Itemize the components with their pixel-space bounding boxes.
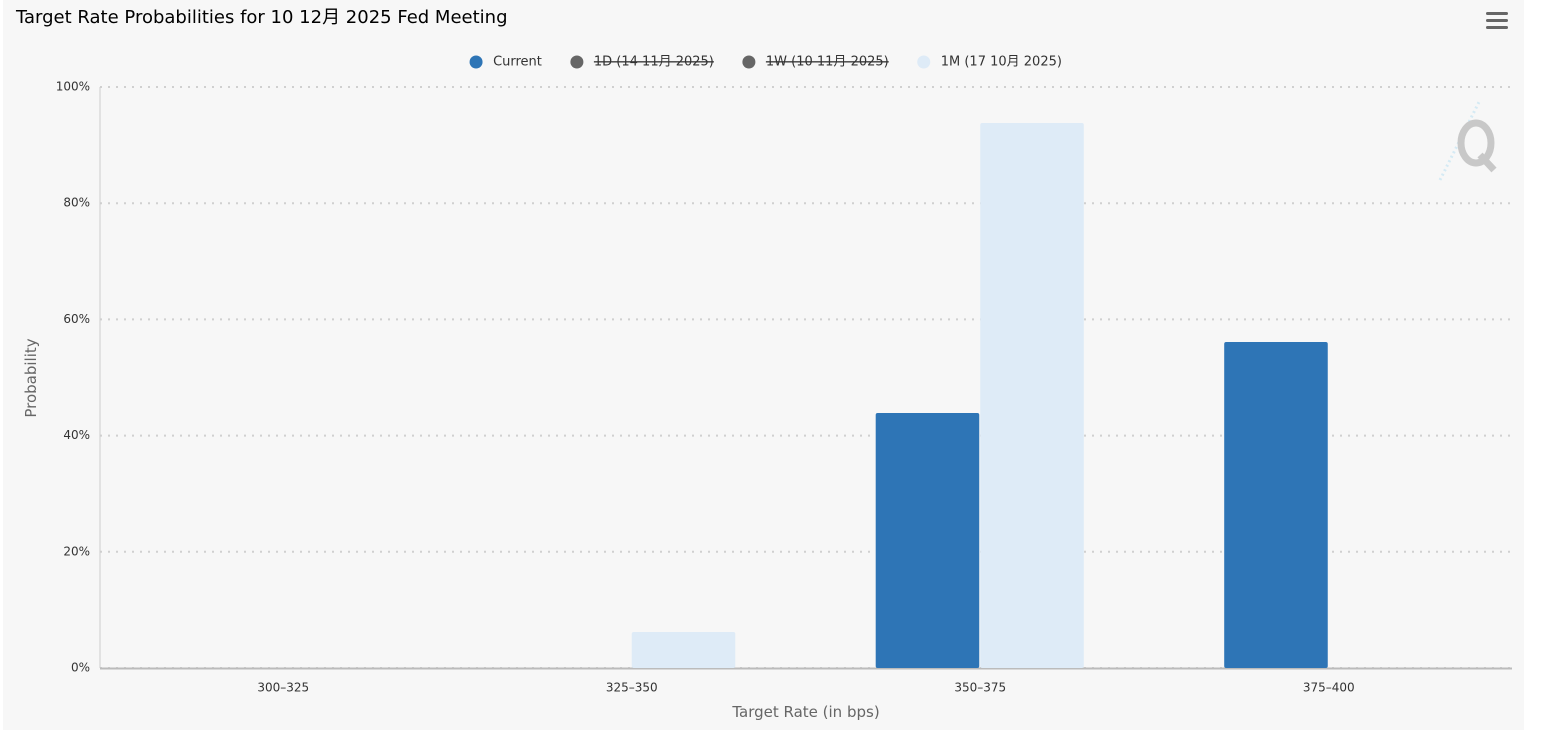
y-axis-title: Probability: [22, 338, 40, 417]
y-tick-label: 40%: [63, 428, 90, 442]
x-tick-label: 300–325: [257, 681, 309, 695]
legend-label: 1D (14 11月 2025): [594, 55, 714, 70]
legend-marker: [917, 55, 931, 69]
y-tick-label: 20%: [63, 544, 90, 558]
legend-item[interactable]: Current: [469, 55, 542, 70]
legend: Current 1D (14 11月 2025) 1W (10 11月 2025) 1…: [469, 55, 1062, 70]
x-tick-label: 350–375: [954, 681, 1006, 695]
y-tick-label: 80%: [63, 196, 90, 210]
legend-marker: [570, 55, 584, 69]
y-tick-label: 0%: [71, 661, 90, 675]
legend-marker: [469, 55, 483, 69]
legend-item[interactable]: 1W (10 11月 2025): [742, 55, 889, 70]
y-tick-label: 100%: [56, 80, 90, 94]
x-tick-label: 325–350: [606, 681, 658, 695]
legend-item[interactable]: 1M (17 10月 2025): [917, 55, 1062, 70]
bar: [1224, 342, 1328, 668]
legend-label: 1W (10 11月 2025): [766, 55, 889, 70]
legend-label: 1M (17 10月 2025): [941, 55, 1062, 70]
menu-button[interactable]: [1486, 12, 1508, 29]
watermark-tail: [1477, 152, 1497, 173]
y-tick-label: 60%: [63, 312, 90, 326]
menu-bar: [1486, 26, 1508, 29]
x-axis-title: Target Rate (in bps): [731, 703, 879, 721]
watermark-ring: [1457, 119, 1495, 167]
legend-label: Current: [493, 55, 542, 70]
watermark: [1438, 99, 1497, 181]
chart-title: Target Rate Probabilities for 10 12月 202…: [15, 7, 508, 28]
x-tick-label: 375–400: [1303, 681, 1355, 695]
bar: [875, 412, 980, 668]
legend-item[interactable]: 1D (14 11月 2025): [570, 55, 714, 70]
menu-bar: [1486, 19, 1508, 22]
legend-marker: [742, 55, 756, 69]
menu-bar: [1486, 12, 1508, 15]
bar: [631, 631, 736, 668]
bar: [980, 123, 1084, 669]
